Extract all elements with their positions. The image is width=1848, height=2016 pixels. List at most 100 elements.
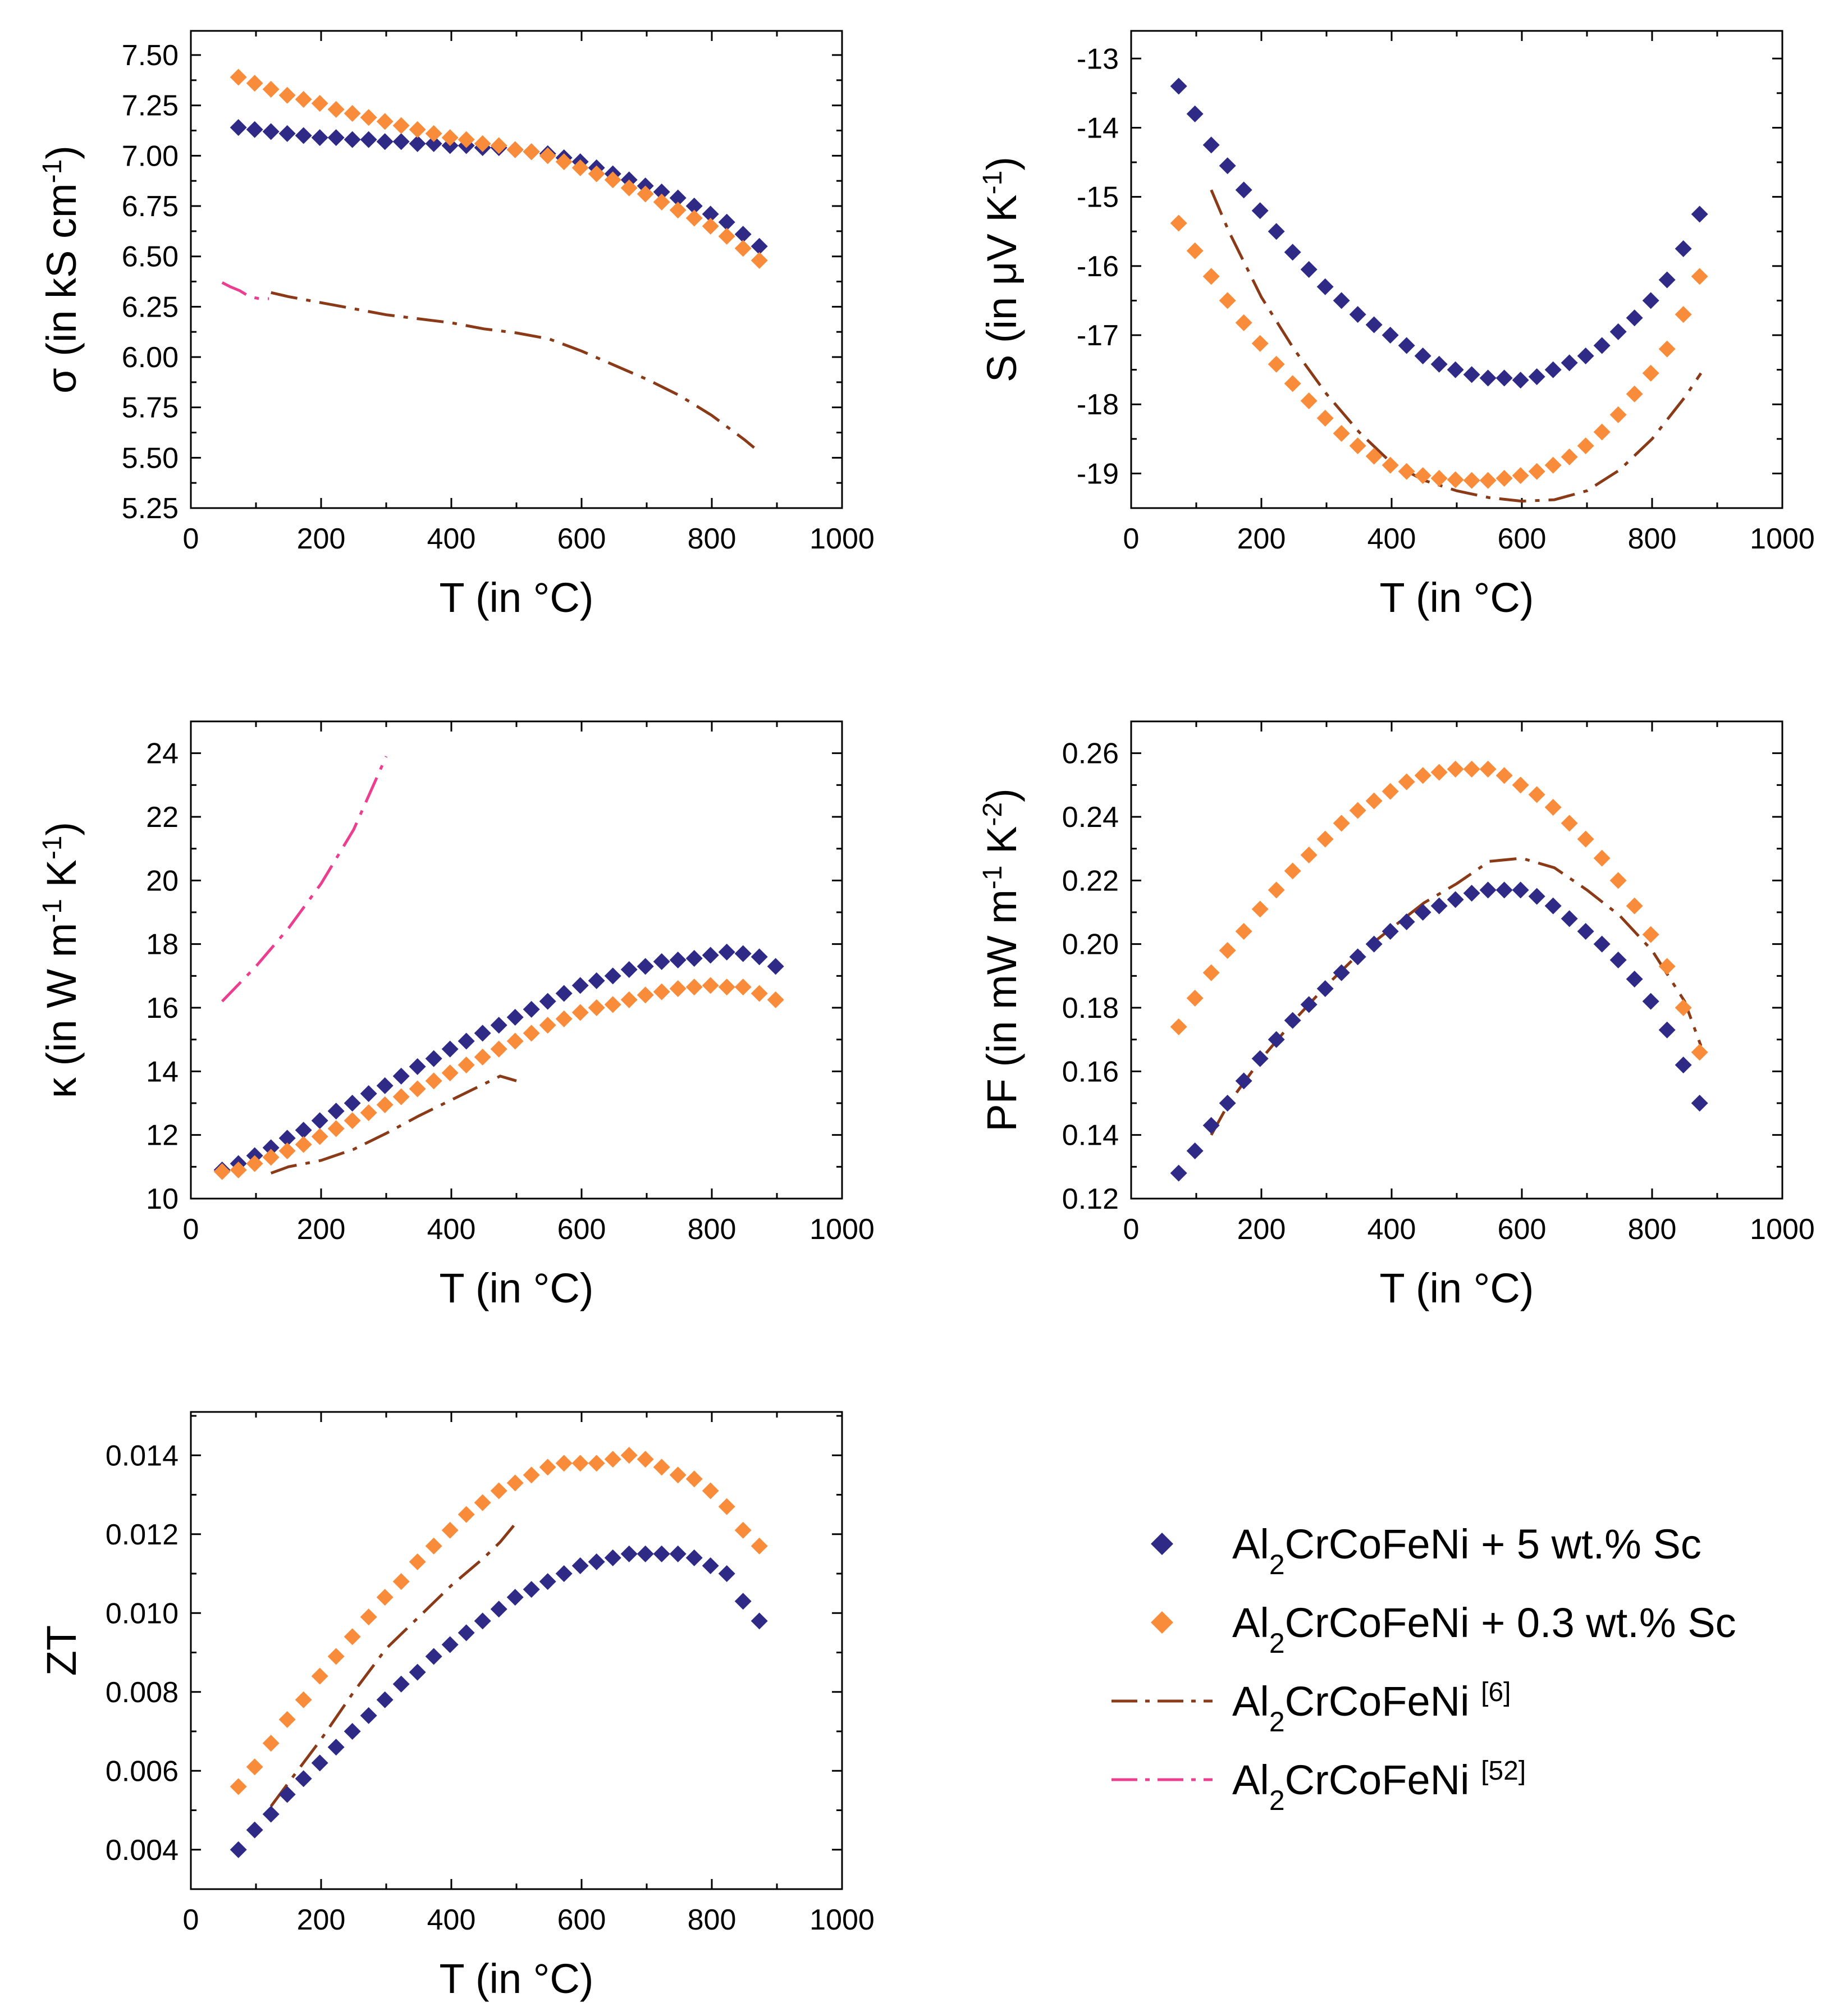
x-tick-label: 400 — [427, 1904, 476, 1936]
y-tick-label: 0.14 — [1062, 1119, 1119, 1152]
data-point-sc5 — [1512, 372, 1529, 389]
x-axis-label: T (in °C) — [440, 1955, 594, 2002]
series-line-ref6 — [1210, 189, 1703, 503]
data-point-sc5 — [1609, 952, 1627, 968]
data-point-sc03 — [1691, 1044, 1708, 1061]
x-tick-label: 800 — [688, 1904, 737, 1936]
y-tick-label: 14 — [146, 1055, 179, 1088]
data-point-sc03 — [1398, 463, 1415, 480]
data-point-sc03 — [1561, 448, 1578, 465]
data-point-sc03 — [702, 1482, 719, 1500]
data-point-sc5 — [1349, 948, 1366, 966]
data-point-sc5 — [1251, 202, 1269, 220]
data-point-sc03 — [1333, 424, 1350, 442]
data-point-sc5 — [604, 967, 621, 985]
data-point-sc5 — [1577, 923, 1594, 940]
y-tick-label: 5.25 — [122, 492, 179, 525]
data-point-sc5 — [1284, 1012, 1301, 1029]
y-axis-label: ZT — [38, 1625, 85, 1676]
data-point-sc03 — [1642, 926, 1659, 943]
data-point-sc5 — [1235, 1072, 1252, 1090]
data-point-sc03 — [1544, 799, 1562, 816]
data-point-sc03 — [458, 131, 475, 148]
data-point-sc5 — [751, 948, 768, 966]
data-point-sc5 — [409, 1663, 426, 1681]
data-point-sc5 — [311, 129, 328, 147]
data-point-sc5 — [718, 213, 735, 231]
y-tick-label: 0.006 — [106, 1755, 179, 1788]
data-point-sc03 — [311, 95, 328, 112]
data-point-sc5 — [637, 958, 654, 975]
data-point-sc03 — [1528, 463, 1545, 480]
x-tick-label: 200 — [297, 523, 346, 555]
data-point-sc03 — [1447, 471, 1464, 488]
data-point-sc5 — [1528, 888, 1545, 905]
data-point-sc03 — [311, 1128, 328, 1145]
series-layer — [230, 1447, 768, 1858]
x-axis-label: T (in °C) — [440, 574, 594, 621]
data-point-sc5 — [474, 1025, 491, 1042]
data-point-sc5 — [278, 1786, 296, 1803]
data-point-sc5 — [1430, 897, 1448, 915]
data-point-sc03 — [295, 90, 312, 108]
data-point-sc03 — [409, 121, 426, 138]
data-point-sc5 — [1658, 1021, 1676, 1039]
y-tick-label: -18 — [1077, 388, 1119, 421]
data-point-sc5 — [1365, 935, 1383, 953]
data-point-sc03 — [588, 165, 605, 182]
data-point-sc03 — [360, 1608, 377, 1626]
data-point-sc5 — [344, 1095, 361, 1112]
data-point-sc5 — [409, 135, 426, 152]
data-point-sc5 — [1268, 223, 1285, 240]
data-point-sc03 — [327, 1648, 345, 1665]
data-point-sc5 — [669, 952, 687, 968]
data-point-sc5 — [1170, 1164, 1187, 1182]
y-axis-label: κ (in W m-1 K-1) — [38, 822, 85, 1098]
plot-frame — [190, 30, 843, 509]
data-point-sc03 — [685, 979, 703, 996]
data-point-sc03 — [1316, 830, 1334, 848]
data-point-sc5 — [588, 1553, 605, 1570]
data-point-sc5 — [751, 1612, 768, 1630]
data-point-sc03 — [1495, 767, 1513, 784]
data-point-sc03 — [1544, 456, 1562, 474]
data-point-sc03 — [409, 1080, 426, 1098]
data-point-sc03 — [653, 193, 670, 211]
data-point-sc5 — [327, 1739, 345, 1756]
series-layer — [221, 68, 768, 449]
data-point-sc5 — [1382, 923, 1399, 940]
data-point-sc03 — [344, 105, 361, 122]
data-point-sc5 — [1268, 1031, 1285, 1048]
data-point-sc5 — [1658, 271, 1676, 289]
data-point-sc03 — [1251, 335, 1269, 352]
x-tick-label: 600 — [1498, 523, 1547, 555]
data-point-sc03 — [311, 1667, 328, 1685]
data-point-sc5 — [392, 1067, 410, 1085]
data-point-sc03 — [246, 1155, 263, 1172]
data-point-sc5 — [246, 121, 263, 138]
series-layer — [1170, 761, 1708, 1182]
y-tick-label: 0.12 — [1062, 1183, 1119, 1215]
x-tick-label: 0 — [183, 523, 199, 555]
x-axis-label: T (in °C) — [1380, 574, 1534, 621]
x-tick-label: 400 — [427, 1213, 476, 1246]
data-point-sc5 — [539, 993, 556, 1010]
data-point-sc5 — [425, 1050, 442, 1067]
data-point-sc03 — [344, 1628, 361, 1645]
x-axis-label: T (in °C) — [440, 1265, 594, 1311]
y-tick-label: 16 — [146, 992, 179, 1025]
data-point-sc03 — [425, 125, 442, 142]
data-point-sc03 — [637, 1451, 654, 1468]
data-point-sc5 — [1691, 205, 1708, 223]
data-point-sc03 — [262, 1735, 280, 1752]
data-point-sc03 — [474, 1494, 491, 1511]
x-tick-label: 600 — [557, 523, 606, 555]
y-tick-label: 12 — [146, 1119, 179, 1152]
data-point-sc03 — [734, 979, 752, 996]
chart-zt: 0 200 400 600 800 1000 0.004 0.006 0.008 0.010 0.0… — [38, 1411, 875, 2002]
data-point-sc5 — [669, 1545, 687, 1562]
data-point-sc5 — [1561, 910, 1578, 927]
data-point-sc03 — [734, 240, 752, 257]
series-line-ref6 — [269, 1521, 518, 1807]
series-layer — [213, 756, 784, 1180]
